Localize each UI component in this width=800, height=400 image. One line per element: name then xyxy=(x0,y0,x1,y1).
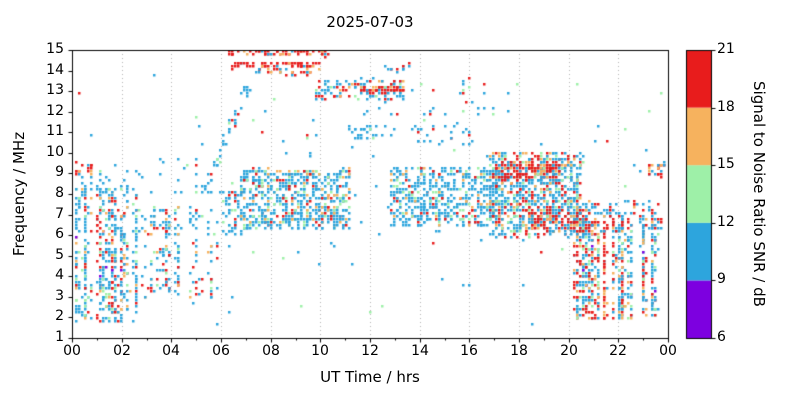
colorbar-tick-label: 21 xyxy=(717,41,735,57)
x-tick-label: 12 xyxy=(361,343,379,359)
x-tick-label: 10 xyxy=(311,343,329,359)
colorbar-tick-label: 18 xyxy=(717,99,735,115)
y-tick-label: 2 xyxy=(55,308,64,324)
x-tick-label: 06 xyxy=(212,343,230,359)
colorbar-tick-label: 12 xyxy=(717,214,735,230)
y-tick-label: 5 xyxy=(55,247,64,263)
x-tick-label: 18 xyxy=(510,343,528,359)
x-tick-label: 16 xyxy=(460,343,478,359)
y-tick-label: 10 xyxy=(46,144,64,160)
x-axis-label: UT Time / hrs xyxy=(320,368,420,386)
x-tick-label: 04 xyxy=(162,343,180,359)
colorbar-tick-label: 9 xyxy=(717,271,726,287)
y-tick-label: 3 xyxy=(55,288,64,304)
x-tick-label: 02 xyxy=(113,343,131,359)
x-tick-label: 00 xyxy=(63,343,81,359)
x-tick-label: 14 xyxy=(411,343,429,359)
x-tick-label: 22 xyxy=(609,343,627,359)
y-tick-label: 6 xyxy=(55,226,64,242)
chart-title: 2025-07-03 xyxy=(326,13,414,31)
y-tick-label: 13 xyxy=(46,82,64,98)
colorbar-label: Signal to Noise Ratio SNR / dB xyxy=(750,81,768,307)
colorbar-tick-label: 15 xyxy=(717,156,735,172)
y-tick-label: 8 xyxy=(55,185,64,201)
y-tick-label: 15 xyxy=(46,41,64,57)
x-tick-label: 08 xyxy=(262,343,280,359)
y-tick-label: 11 xyxy=(46,123,64,139)
y-tick-label: 4 xyxy=(55,267,64,283)
x-tick-label: 00 xyxy=(659,343,677,359)
y-tick-label: 14 xyxy=(46,62,64,78)
y-tick-label: 9 xyxy=(55,164,64,180)
y-tick-label: 12 xyxy=(46,103,64,119)
x-tick-label: 20 xyxy=(560,343,578,359)
y-tick-label: 7 xyxy=(55,206,64,222)
colorbar-tick-label: 6 xyxy=(717,329,726,345)
y-tick-label: 1 xyxy=(55,329,64,345)
